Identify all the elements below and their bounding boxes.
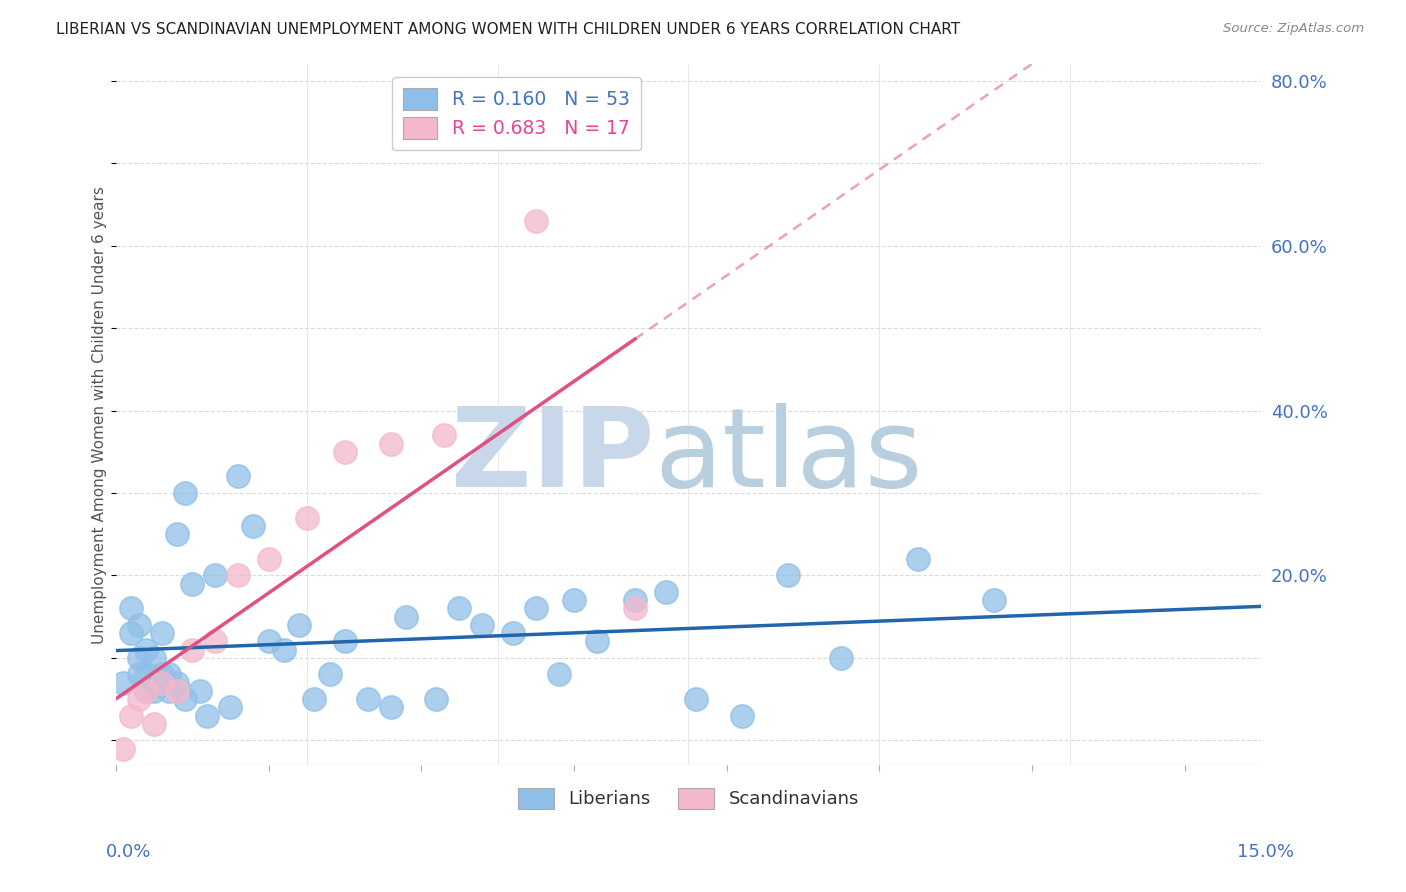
Text: Source: ZipAtlas.com: Source: ZipAtlas.com <box>1223 22 1364 36</box>
Text: ZIP: ZIP <box>451 403 654 510</box>
Point <box>242 519 264 533</box>
Point <box>907 552 929 566</box>
Point <box>128 618 150 632</box>
Point <box>204 634 226 648</box>
Point <box>128 667 150 681</box>
Point <box>585 634 607 648</box>
Text: LIBERIAN VS SCANDINAVIAN UNEMPLOYMENT AMONG WOMEN WITH CHILDREN UNDER 6 YEARS CO: LIBERIAN VS SCANDINAVIAN UNEMPLOYMENT AM… <box>56 22 960 37</box>
Point <box>173 692 195 706</box>
Point <box>128 651 150 665</box>
Point <box>150 626 173 640</box>
Point <box>273 642 295 657</box>
Point <box>257 634 280 648</box>
Point <box>219 700 242 714</box>
Point <box>380 700 402 714</box>
Point <box>173 486 195 500</box>
Point <box>654 585 676 599</box>
Point <box>547 667 569 681</box>
Point <box>226 568 249 582</box>
Point <box>135 642 157 657</box>
Point <box>295 510 318 524</box>
Point <box>128 692 150 706</box>
Point <box>524 214 547 228</box>
Point <box>425 692 447 706</box>
Text: 15.0%: 15.0% <box>1236 843 1294 861</box>
Y-axis label: Unemployment Among Women with Children Under 6 years: Unemployment Among Women with Children U… <box>93 186 107 643</box>
Point <box>380 436 402 450</box>
Point <box>471 618 494 632</box>
Text: 0.0%: 0.0% <box>105 843 150 861</box>
Point <box>166 675 188 690</box>
Point <box>166 527 188 541</box>
Point <box>304 692 326 706</box>
Point <box>226 469 249 483</box>
Point <box>624 601 647 615</box>
Point <box>395 609 418 624</box>
Point <box>143 675 166 690</box>
Point <box>685 692 707 706</box>
Point <box>120 626 142 640</box>
Point <box>143 651 166 665</box>
Point <box>143 717 166 731</box>
Point <box>257 552 280 566</box>
Point <box>150 667 173 681</box>
Legend: Liberians, Scandinavians: Liberians, Scandinavians <box>510 780 866 816</box>
Point <box>112 675 135 690</box>
Point <box>502 626 524 640</box>
Point <box>135 684 157 698</box>
Point <box>120 708 142 723</box>
Point <box>120 601 142 615</box>
Point <box>157 684 180 698</box>
Text: atlas: atlas <box>654 403 922 510</box>
Point <box>562 593 585 607</box>
Point <box>166 684 188 698</box>
Point <box>776 568 799 582</box>
Point <box>731 708 754 723</box>
Point <box>524 601 547 615</box>
Point <box>181 642 204 657</box>
Point <box>157 667 180 681</box>
Point <box>333 634 356 648</box>
Point <box>983 593 1005 607</box>
Point <box>181 576 204 591</box>
Point <box>135 684 157 698</box>
Point <box>135 667 157 681</box>
Point <box>112 741 135 756</box>
Point <box>318 667 340 681</box>
Point <box>357 692 380 706</box>
Point <box>433 428 456 442</box>
Point <box>197 708 219 723</box>
Point <box>204 568 226 582</box>
Point <box>624 593 647 607</box>
Point <box>150 675 173 690</box>
Point <box>449 601 471 615</box>
Point <box>143 684 166 698</box>
Point <box>288 618 311 632</box>
Point <box>150 675 173 690</box>
Point <box>333 444 356 458</box>
Point <box>188 684 211 698</box>
Point <box>830 651 852 665</box>
